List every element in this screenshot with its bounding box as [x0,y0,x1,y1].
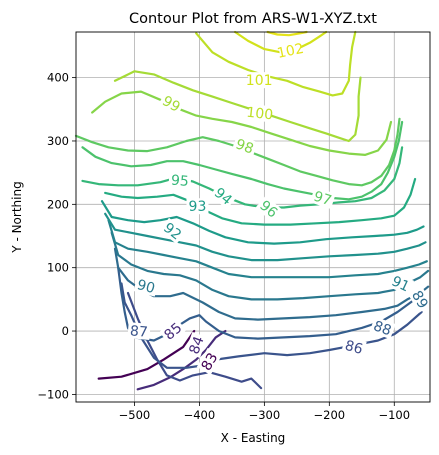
contour-label-mask [369,316,396,340]
contour-label-mask [159,317,187,345]
contour-label-90: 90 [135,277,156,297]
contour-label-98: 98 [233,136,255,157]
y-tick-label: −100 [37,387,69,401]
contour-line-99 [195,30,357,97]
contour-label-mask [133,275,159,297]
y-axis-ticks: −100 0 100 200 300 400 [37,71,76,401]
contour-label-89: 89 [408,288,431,311]
contour-label-93: 93 [189,199,207,215]
contour-line-96 [74,117,401,187]
contour-line-98 [113,70,362,143]
contour-label-mask [209,182,238,210]
contour-label-mask [127,322,151,340]
x-tick-label: −200 [314,408,346,422]
y-tick-label: 200 [47,197,69,211]
contour-label-87: 87 [129,323,148,340]
contour-label-101: 101 [246,73,273,89]
contour-label-86: 86 [343,338,364,358]
y-axis-label: Y - Northing [10,181,24,253]
contour-label-mask [186,198,209,215]
plot-area-background [76,32,430,402]
contour-label-99: 99 [159,93,182,116]
contour-label-91: 91 [389,273,412,295]
contour-label-mask [341,336,367,358]
contour-line-83 [97,329,196,380]
contour-line-86 [120,282,423,369]
contour-label-mask [196,347,222,375]
contour-label-mask [248,72,271,89]
contour-label-mask [248,103,272,123]
x-tick-label: −100 [378,408,410,422]
contour-label-mask [159,217,187,245]
contour-line-84 [136,329,227,391]
x-tick-label: −300 [249,408,281,422]
contour-line-101 [266,30,308,37]
contour-label-102: 102 [276,41,305,62]
y-tick-label: 0 [62,324,69,338]
contour-label-mask [309,186,336,210]
x-axis-ticks: −500 −400 −300 −200 −100 [119,402,410,422]
x-axis-label: X - Easting [221,431,286,445]
contour-label-97: 97 [312,189,334,210]
chart-title: Contour Plot from ARS-W1-XYZ.txt [129,11,377,27]
contour-label-88: 88 [371,318,393,339]
contour-label-mask [277,40,303,61]
contour-label-mask [387,271,415,296]
contour-label-mask [184,331,208,359]
contour-label-mask [407,285,433,313]
contour-line-91 [104,212,427,262]
contour-label-mask [168,171,192,190]
y-tick-label: 100 [47,261,69,275]
contour-labels: 1021011009998979695949392919089888786858… [127,40,433,375]
x-tick-label: −400 [184,408,216,422]
contour-label-mask [255,195,283,222]
contour-label-95: 95 [170,173,189,190]
contour-line-90 [107,219,428,279]
x-tick-label: −500 [119,408,151,422]
contour-label-mask [157,91,186,117]
contour-label-mask [231,134,258,158]
contour-label-100: 100 [246,105,274,124]
contour-label-83: 83 [199,350,222,373]
contour-line-93 [104,177,417,226]
y-tick-label: 400 [47,71,69,85]
contour-line-92 [100,200,425,245]
plot-frame [75,31,431,403]
contour-label-84: 84 [187,334,208,356]
contour-line-97 [91,90,393,156]
contour-line-95 [81,120,404,201]
contour-line-89 [110,231,430,301]
y-tick-label: 300 [47,134,69,148]
